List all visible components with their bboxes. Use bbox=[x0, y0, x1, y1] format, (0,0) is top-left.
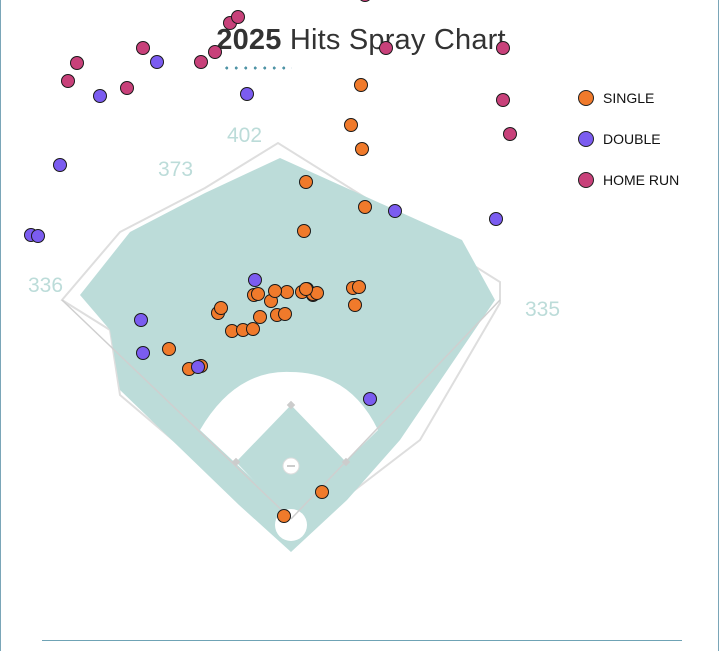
single-hit-point bbox=[352, 280, 366, 294]
legend: SINGLE DOUBLE HOME RUN bbox=[578, 88, 679, 211]
warning-track bbox=[60, 141, 501, 540]
double-hit-point bbox=[248, 273, 262, 287]
double-hit-point bbox=[388, 204, 402, 218]
title-underline-dots bbox=[222, 66, 292, 70]
single-hit-point bbox=[280, 285, 294, 299]
double-hit-point bbox=[191, 360, 205, 374]
home-run-hit-point bbox=[194, 55, 208, 69]
single-hit-point bbox=[299, 175, 313, 189]
legend-item-home-run: HOME RUN bbox=[578, 170, 679, 190]
double-hit-point bbox=[150, 55, 164, 69]
single-hit-point bbox=[278, 307, 292, 321]
fence-label-right-field: 335 bbox=[525, 298, 560, 321]
home-run-hit-point bbox=[379, 41, 393, 55]
single-hit-point bbox=[268, 284, 282, 298]
single-hit-point bbox=[354, 78, 368, 92]
second-base bbox=[286, 400, 296, 410]
double-hit-point bbox=[134, 313, 148, 327]
single-hit-point bbox=[297, 224, 311, 238]
legend-item-single: SINGLE bbox=[578, 88, 679, 108]
single-hit-point bbox=[253, 310, 267, 324]
right-foul-line bbox=[290, 299, 501, 520]
home-run-hit-point bbox=[496, 93, 510, 107]
single-hit-point bbox=[162, 342, 176, 356]
single-hit-point bbox=[299, 282, 313, 296]
single-hit-point bbox=[277, 509, 291, 523]
home-run-hit-point bbox=[231, 10, 245, 24]
home-run-hit-point bbox=[496, 41, 510, 55]
outfield-grass bbox=[80, 158, 495, 552]
home-run-hit-point bbox=[136, 41, 150, 55]
home-run-hit-point bbox=[503, 127, 517, 141]
single-hit-point bbox=[315, 485, 329, 499]
single-hit-point bbox=[348, 298, 362, 312]
home-run-hit-point bbox=[70, 56, 84, 70]
single-marker-icon bbox=[578, 90, 594, 106]
single-hit-point bbox=[355, 142, 369, 156]
single-hit-point bbox=[246, 322, 260, 336]
double-hit-point bbox=[240, 87, 254, 101]
double-hit-point bbox=[93, 89, 107, 103]
double-marker-icon bbox=[578, 131, 594, 147]
first-base bbox=[341, 457, 351, 467]
fence-label-left-field: 336 bbox=[28, 274, 63, 297]
double-hit-point bbox=[363, 392, 377, 406]
legend-label-single: SINGLE bbox=[603, 90, 655, 106]
legend-label-home-run: HOME RUN bbox=[603, 172, 680, 188]
home-run-marker-icon bbox=[578, 172, 594, 188]
home-run-hit-point bbox=[208, 45, 222, 59]
fence-label-center-field: 402 bbox=[227, 124, 262, 147]
legend-label-double: DOUBLE bbox=[603, 131, 661, 147]
hit-markers bbox=[24, 0, 517, 523]
legend-item-double: DOUBLE bbox=[578, 129, 679, 149]
home-run-hit-point bbox=[61, 74, 75, 88]
home-run-hit-point bbox=[360, 0, 370, 2]
single-hit-point bbox=[214, 301, 228, 315]
single-hit-point bbox=[251, 287, 265, 301]
double-hit-point bbox=[53, 158, 67, 172]
double-hit-point bbox=[136, 346, 150, 360]
fence-label-left-center: 373 bbox=[158, 158, 193, 181]
title-text: Hits Spray Chart bbox=[289, 24, 506, 56]
pitchers-rubber bbox=[287, 465, 295, 467]
bottom-rule bbox=[42, 640, 682, 641]
double-hit-point bbox=[489, 212, 503, 226]
third-base bbox=[231, 457, 241, 467]
single-hit-point bbox=[358, 200, 372, 214]
double-hit-point bbox=[31, 229, 45, 243]
chart-title: 2025 Hits Spray Chart bbox=[0, 24, 722, 57]
home-run-hit-point bbox=[120, 81, 134, 95]
left-foul-line bbox=[61, 299, 292, 520]
single-hit-point bbox=[344, 118, 358, 132]
